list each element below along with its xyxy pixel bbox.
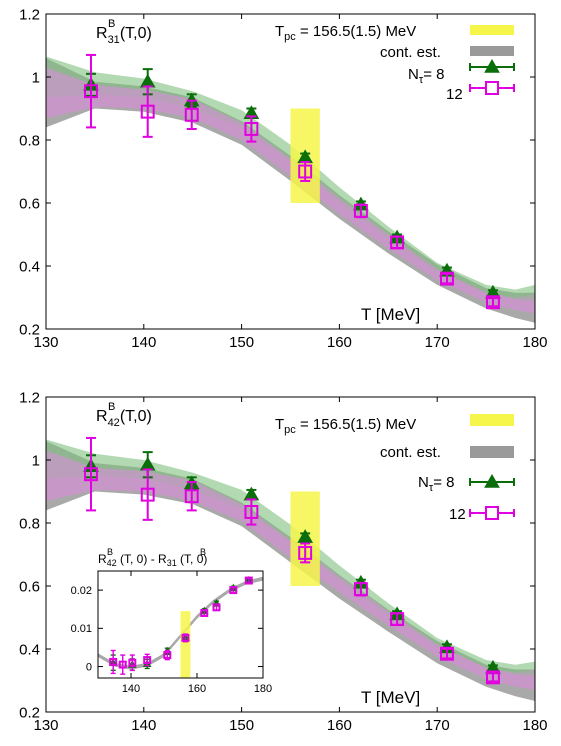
y-tick-label: 0.6: [19, 578, 40, 595]
legend-tpc-sub: pc: [284, 424, 296, 436]
x-tick-label: 180: [254, 683, 272, 695]
panel-title: R31(T,0): [96, 25, 152, 46]
legend-nt12-symbol: [470, 507, 514, 519]
legend-nt12-label: 12: [449, 506, 466, 523]
legend-nt8-main: N: [408, 66, 419, 83]
inset-title: R42 (T, 0) - R31 (T, 0): [98, 552, 207, 568]
nt12-point: [201, 610, 207, 616]
y-tick-label: 0.2: [19, 321, 40, 338]
tpc-band: [181, 611, 191, 678]
inset-title-a-rest: (T, 0) - R: [117, 552, 167, 566]
legend-cont-label: cont. est.: [380, 44, 441, 61]
inset-title-a-main: R: [98, 552, 107, 566]
title-main: R: [96, 408, 108, 425]
title-sub: 31: [108, 34, 120, 46]
y-tick-label: 0.8: [19, 132, 40, 149]
title-rest: (T,0): [120, 408, 152, 425]
legend-tpc-rest: = 156.5(1.5) MeV: [296, 23, 416, 40]
nt12-point: [246, 578, 252, 584]
legend-cont-swatch: [470, 46, 514, 56]
x-tick-label: 160: [188, 683, 206, 695]
x-tick-label: 160: [327, 717, 352, 734]
panel-title: R42(T,0): [96, 408, 152, 429]
x-tick-label: 140: [131, 717, 156, 734]
legend-marker: [486, 507, 498, 519]
legend-tpc-main: T: [275, 416, 284, 433]
title-sub: 42: [108, 417, 120, 429]
title-sup: B: [108, 18, 115, 30]
y-tick-label: 0.2: [19, 704, 40, 721]
nt12-point: [182, 634, 188, 642]
y-tick-label: 0: [86, 661, 92, 673]
legend-marker: [486, 82, 498, 94]
x-axis-label: T [MeV]: [361, 688, 420, 707]
legend-nt12-symbol: [470, 82, 514, 94]
legend-nt8-symbol: [470, 475, 514, 487]
title-sup: B: [108, 401, 115, 413]
title-main: R: [96, 25, 108, 42]
legend-tpc-swatch: [470, 25, 514, 35]
legend-tpc-main: T: [275, 23, 284, 40]
legend-nt8-main: N: [418, 474, 429, 491]
inset-chart: 140 160 180 0 0.01 0.02 R42 (T, 0) - R31 (T, …: [71, 547, 273, 695]
y-tick-label: 0.02: [71, 585, 92, 597]
legend-nt8-rest: = 8: [423, 66, 444, 83]
legend-tpc-label: Tpc = 156.5(1.5) MeV: [275, 23, 416, 43]
inset-title-a-sup: B: [107, 547, 113, 557]
legend-tpc-rest: = 156.5(1.5) MeV: [296, 416, 416, 433]
panel-r31: 130 140 150 160 170 180 0.2 0.4 0.6 0.8 1 1.2 R31(T…: [19, 6, 547, 351]
legend-nt8-rest: = 8: [433, 474, 454, 491]
legend: Tpc = 156.5(1.5) MeV cont. est. Nτ= 8 12: [275, 23, 514, 103]
inset-title-a-sub: 42: [107, 558, 117, 568]
nt12-point: [213, 604, 219, 610]
inset-title-b-sup: B: [200, 547, 206, 557]
legend-nt8-label: Nτ= 8: [418, 474, 454, 494]
legend-nt8-label: Nτ= 8: [408, 66, 444, 86]
y-tick-label: 1: [32, 69, 40, 86]
legend-nt12-label: 12: [446, 86, 463, 103]
legend-tpc-swatch: [470, 414, 514, 426]
x-tick-label: 170: [425, 717, 450, 734]
legend-tpc-sub: pc: [284, 31, 296, 43]
nt12-point: [230, 587, 236, 593]
x-axis-label: T [MeV]: [361, 305, 420, 324]
nt12-point: [164, 650, 170, 659]
y-tick-label: 0.6: [19, 195, 40, 212]
y-tick-label: 0.4: [19, 641, 40, 658]
title-rest: (T,0): [120, 25, 152, 42]
y-tick-label: 1: [32, 452, 40, 469]
y-tick-label: 1.2: [19, 6, 40, 23]
y-tick-label: 1.2: [19, 389, 40, 406]
x-tick-label: 140: [131, 334, 156, 351]
y-tick-label: 0.01: [71, 623, 92, 635]
x-tick-label: 150: [229, 717, 254, 734]
inset-title-b-sub: 31: [167, 558, 177, 568]
x-tick-label: 150: [229, 334, 254, 351]
y-tick-label: 0.4: [19, 258, 40, 275]
legend-cont-swatch: [470, 446, 514, 458]
legend-cont-label: cont. est.: [380, 444, 441, 461]
x-tick-label: 180: [522, 334, 547, 351]
x-tick-label: 160: [327, 334, 352, 351]
x-tick-label: 140: [122, 683, 140, 695]
y-tick-label: 0.8: [19, 515, 40, 532]
legend-nt8-symbol: [470, 60, 514, 72]
x-tick-label: 180: [522, 717, 547, 734]
legend-tpc-label: Tpc = 156.5(1.5) MeV: [275, 416, 416, 436]
x-tick-label: 170: [425, 334, 450, 351]
